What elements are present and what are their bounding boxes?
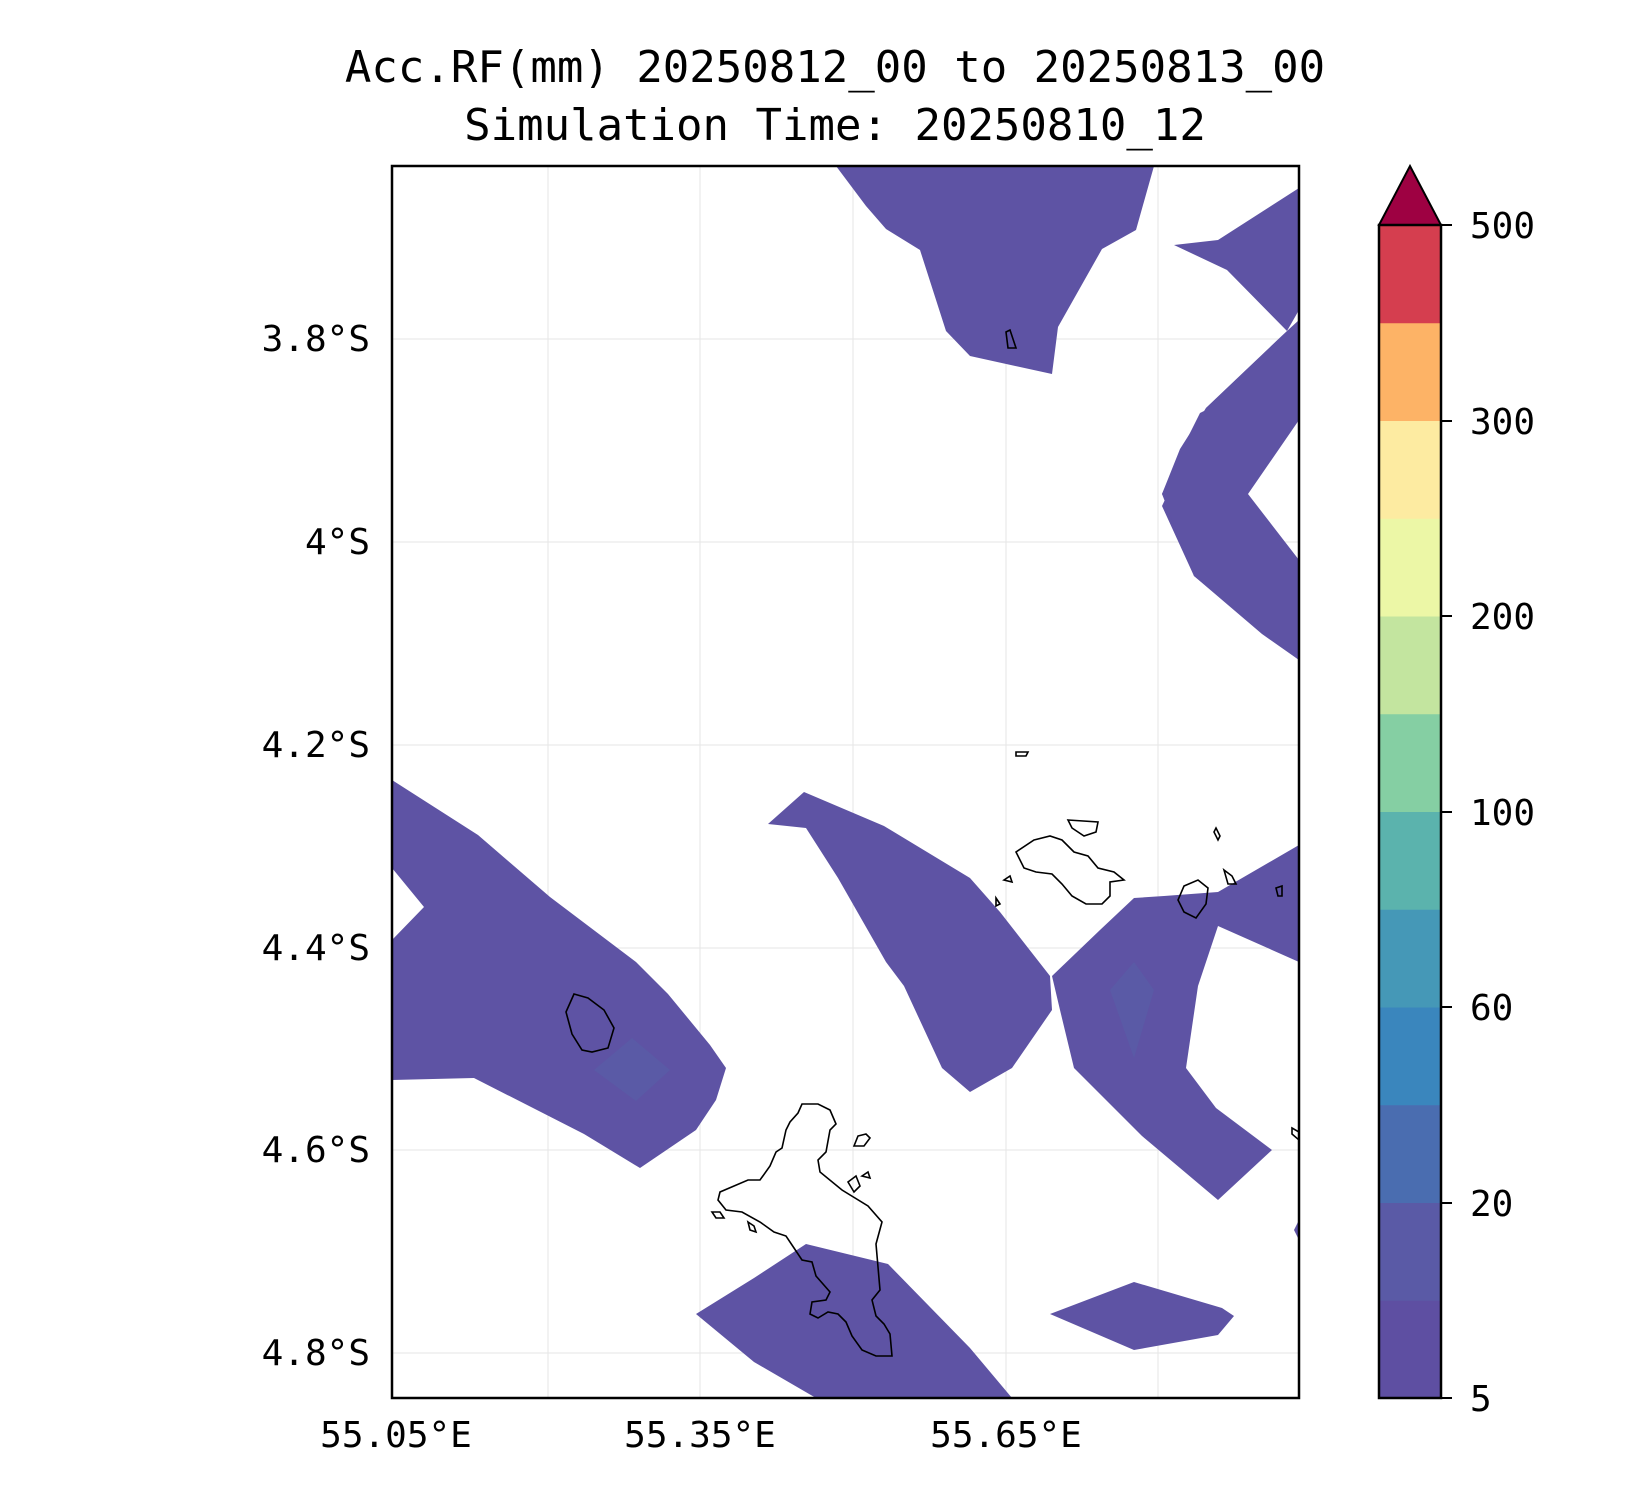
coastlines	[565, 328, 1299, 1357]
map-gridlines	[392, 166, 1299, 1398]
map-plot-area	[392, 166, 1299, 1398]
y-tick-label: 4.8°S	[262, 1333, 370, 1374]
colorbar-segment	[1379, 518, 1441, 617]
colorbar-segment	[1379, 225, 1441, 324]
colorbar-tick-label: 200	[1470, 597, 1535, 638]
x-tick-label: 55.35°E	[624, 1415, 776, 1456]
x-tick-label: 55.05°E	[320, 1415, 472, 1456]
colorbar-extend-arrow	[1377, 163, 1443, 226]
rain-region-east-band	[1162, 320, 1299, 660]
y-tick-label: 4.6°S	[262, 1130, 370, 1171]
colorbar-segment	[1379, 713, 1441, 812]
y-tick-label: 4.4°S	[262, 928, 370, 969]
coastline-main-island	[717, 1103, 893, 1357]
y-axis: 3.8°S 4°S 4.2°S 4.4°S 4.6°S 4.8°S	[262, 319, 370, 1374]
colorbar-tick-label: 500	[1470, 206, 1535, 247]
rain-region-southeast	[1050, 1282, 1234, 1350]
rain-region-south	[696, 1244, 1012, 1398]
coastline-islet-7	[1177, 879, 1209, 920]
y-tick-label: 4°S	[305, 522, 370, 563]
coastline-islet-3	[860, 1170, 872, 1180]
y-tick-label: 4.2°S	[262, 725, 370, 766]
y-tick-label: 3.8°S	[262, 319, 370, 360]
rain-region-center-east	[1052, 845, 1299, 1200]
rain-region-center-east-inner	[1110, 962, 1154, 1058]
colorbar-segment	[1379, 420, 1441, 519]
colorbar-segment	[1379, 1300, 1441, 1399]
coastline-islet-10	[1275, 884, 1283, 897]
x-tick-label: 55.65°E	[930, 1415, 1082, 1456]
colorbar-segments	[1379, 225, 1441, 1399]
map-title-line1: Acc.RF(mm) 20250812_00 to 20250813_00	[345, 42, 1325, 93]
colorbar-tick-label: 300	[1470, 402, 1535, 443]
coastline-islet-4	[710, 1211, 726, 1219]
colorbar-tick-label: 20	[1470, 1184, 1513, 1225]
coastline-islet-13	[995, 895, 1002, 908]
coastline-northeast-island	[1014, 835, 1126, 905]
colorbar-segment	[1379, 909, 1441, 1008]
coastline-islet-6	[1066, 819, 1099, 837]
rain-region-northeast	[1162, 188, 1299, 660]
colorbar-segment	[1379, 811, 1441, 910]
coastline-west-island	[565, 993, 615, 1053]
rain-region-west-inner	[594, 1038, 670, 1101]
coastline-islet-14	[1005, 328, 1018, 349]
map-title-line2: Simulation Time: 20250810_12	[464, 100, 1206, 151]
coastline-islet-2	[846, 1174, 861, 1194]
coastline-islet-8	[1222, 867, 1238, 885]
colorbar-segment	[1379, 1202, 1441, 1301]
colorbar-segment	[1379, 1007, 1441, 1106]
colorbar-tick-label: 100	[1470, 793, 1535, 834]
x-axis: 55.05°E 55.35°E 55.65°E	[320, 1415, 1082, 1456]
coastline-islet-5	[746, 1220, 758, 1234]
coastline-islet-15	[1291, 1126, 1299, 1142]
coastline-islet-11	[1002, 874, 1014, 884]
coastline-islet-9	[1213, 826, 1221, 842]
colorbar-segment	[1379, 322, 1441, 421]
colorbar-segment	[1379, 616, 1441, 715]
rain-region-west	[392, 780, 726, 1168]
rain-region-center	[768, 792, 1052, 1092]
colorbar-tick-label: 5	[1470, 1379, 1492, 1420]
rain-region-north	[836, 166, 1154, 374]
coastline-islet-1	[852, 1133, 872, 1147]
colorbar-ticks	[1441, 224, 1452, 1399]
coastline-islet-12	[1015, 751, 1030, 757]
map-frame	[390, 164, 1301, 1400]
colorbar: 500 300 200 100 60 20 5	[1377, 163, 1535, 1420]
rainfall-contours	[392, 166, 1299, 1398]
colorbar-segment	[1379, 1104, 1441, 1203]
colorbar-tick-label: 60	[1470, 988, 1513, 1029]
